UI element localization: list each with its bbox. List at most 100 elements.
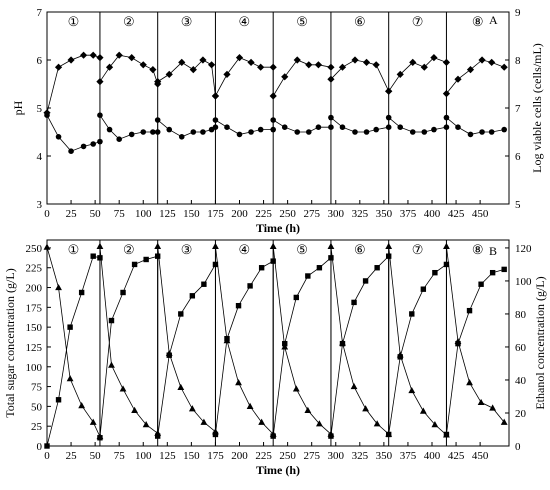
data-point-triangle <box>119 385 127 392</box>
data-point-diamond <box>430 54 438 62</box>
data-point-square <box>154 433 161 439</box>
data-point-circle <box>363 129 370 135</box>
series-line-diamond <box>46 54 505 113</box>
data-point-circle <box>281 124 288 130</box>
data-point-square <box>97 435 103 441</box>
data-point-circle <box>501 126 507 133</box>
data-point-diamond <box>115 51 123 59</box>
data-point-triangle <box>131 406 138 413</box>
data-point-circle <box>270 117 276 123</box>
data-point-diamond <box>207 61 216 69</box>
data-point-circle <box>150 129 156 135</box>
data-point-circle <box>97 138 103 145</box>
x-tick-label: 450 <box>472 208 489 220</box>
x-tick-label: 300 <box>328 208 345 220</box>
data-point-square <box>270 433 276 439</box>
data-point-diamond <box>396 70 404 78</box>
data-point-triangle <box>154 242 162 249</box>
y2-tick-label: 5 <box>515 199 521 211</box>
x-tick-label: 225 <box>255 208 272 220</box>
data-point-circle <box>306 129 312 135</box>
data-point-circle <box>55 134 62 140</box>
data-point-diamond <box>139 61 147 69</box>
x-tick-label: 300 <box>328 450 345 462</box>
data-point-diamond <box>165 70 173 78</box>
data-point-triangle <box>235 379 242 386</box>
data-point-square <box>455 340 461 347</box>
data-point-circle <box>224 124 230 130</box>
data-point-diamond <box>442 90 451 98</box>
data-point-triangle <box>408 386 416 394</box>
data-point-diamond <box>96 78 104 86</box>
data-point-triangle <box>269 242 277 249</box>
data-point-triangle <box>443 242 450 249</box>
data-point-diamond <box>189 66 197 74</box>
data-point-square <box>328 433 334 439</box>
data-point-diamond <box>199 56 207 64</box>
data-point-diamond <box>105 63 114 71</box>
data-point-circle <box>385 114 392 121</box>
panel-letter: B <box>489 244 497 258</box>
data-point-triangle <box>108 361 115 368</box>
y2-tick-label: 100 <box>515 276 532 288</box>
data-point-triangle <box>500 418 508 425</box>
data-point-circle <box>328 114 334 121</box>
x-axis-title: Time (h) <box>256 221 300 235</box>
x-tick-label: 375 <box>400 450 417 462</box>
data-point-diamond <box>79 51 88 59</box>
data-point-diamond <box>420 63 428 71</box>
data-point-diamond <box>293 56 301 64</box>
data-point-triangle <box>350 382 358 390</box>
x-tick-label: 75 <box>114 208 126 220</box>
batch-label: ② <box>123 14 135 29</box>
x-tick-label: 25 <box>66 450 78 462</box>
y-tick-label: 150 <box>26 322 43 334</box>
data-point-square <box>282 340 288 347</box>
data-point-square <box>258 265 265 271</box>
data-point-circle <box>154 117 161 123</box>
data-point-diamond <box>442 58 451 66</box>
data-point-circle <box>68 148 74 154</box>
data-point-circle <box>431 126 437 133</box>
x-tick-label: 250 <box>279 450 296 462</box>
data-point-triangle <box>477 398 485 406</box>
data-point-circle <box>294 129 301 135</box>
x-tick-label: 150 <box>183 450 200 462</box>
data-point-circle <box>44 112 50 118</box>
x-tick-label: 425 <box>448 450 465 462</box>
data-point-circle <box>178 134 185 140</box>
data-point-circle <box>166 126 173 133</box>
data-point-circle <box>140 129 147 135</box>
batch-label: ③ <box>181 14 193 29</box>
x-tick-label: 325 <box>352 450 369 462</box>
data-point-square <box>293 294 299 301</box>
x-tick-label: 125 <box>159 208 176 220</box>
data-point-triangle <box>200 418 208 425</box>
batch-label: ② <box>123 242 135 257</box>
y-tick-label: 5 <box>37 103 43 115</box>
x-tick-label: 450 <box>472 450 489 462</box>
x-tick-label: 75 <box>114 450 126 462</box>
y-tick-label: 200 <box>26 283 43 295</box>
data-point-diamond <box>305 61 313 69</box>
data-point-square <box>189 293 196 299</box>
y-tick-label: 175 <box>26 302 43 314</box>
data-point-diamond <box>338 63 347 71</box>
data-point-circle <box>385 124 392 130</box>
y-tick-label: 3 <box>37 199 43 211</box>
x-tick-label: 50 <box>90 208 102 220</box>
batch-label: ⑦ <box>412 242 424 257</box>
y2-axis-title: Ethanol concentration (g/L) <box>533 276 547 409</box>
data-point-diamond <box>385 87 393 95</box>
data-point-square <box>120 289 126 296</box>
plot-frame <box>46 239 510 447</box>
data-point-square <box>443 261 450 268</box>
panel-a <box>43 11 510 205</box>
data-point-circle <box>373 126 379 133</box>
x-tick-label: 125 <box>159 450 176 462</box>
data-point-square <box>432 269 438 276</box>
data-point-circle <box>467 131 474 138</box>
y-tick-label: 250 <box>26 243 43 255</box>
data-point-diamond <box>54 63 63 71</box>
data-point-diamond <box>154 78 162 86</box>
